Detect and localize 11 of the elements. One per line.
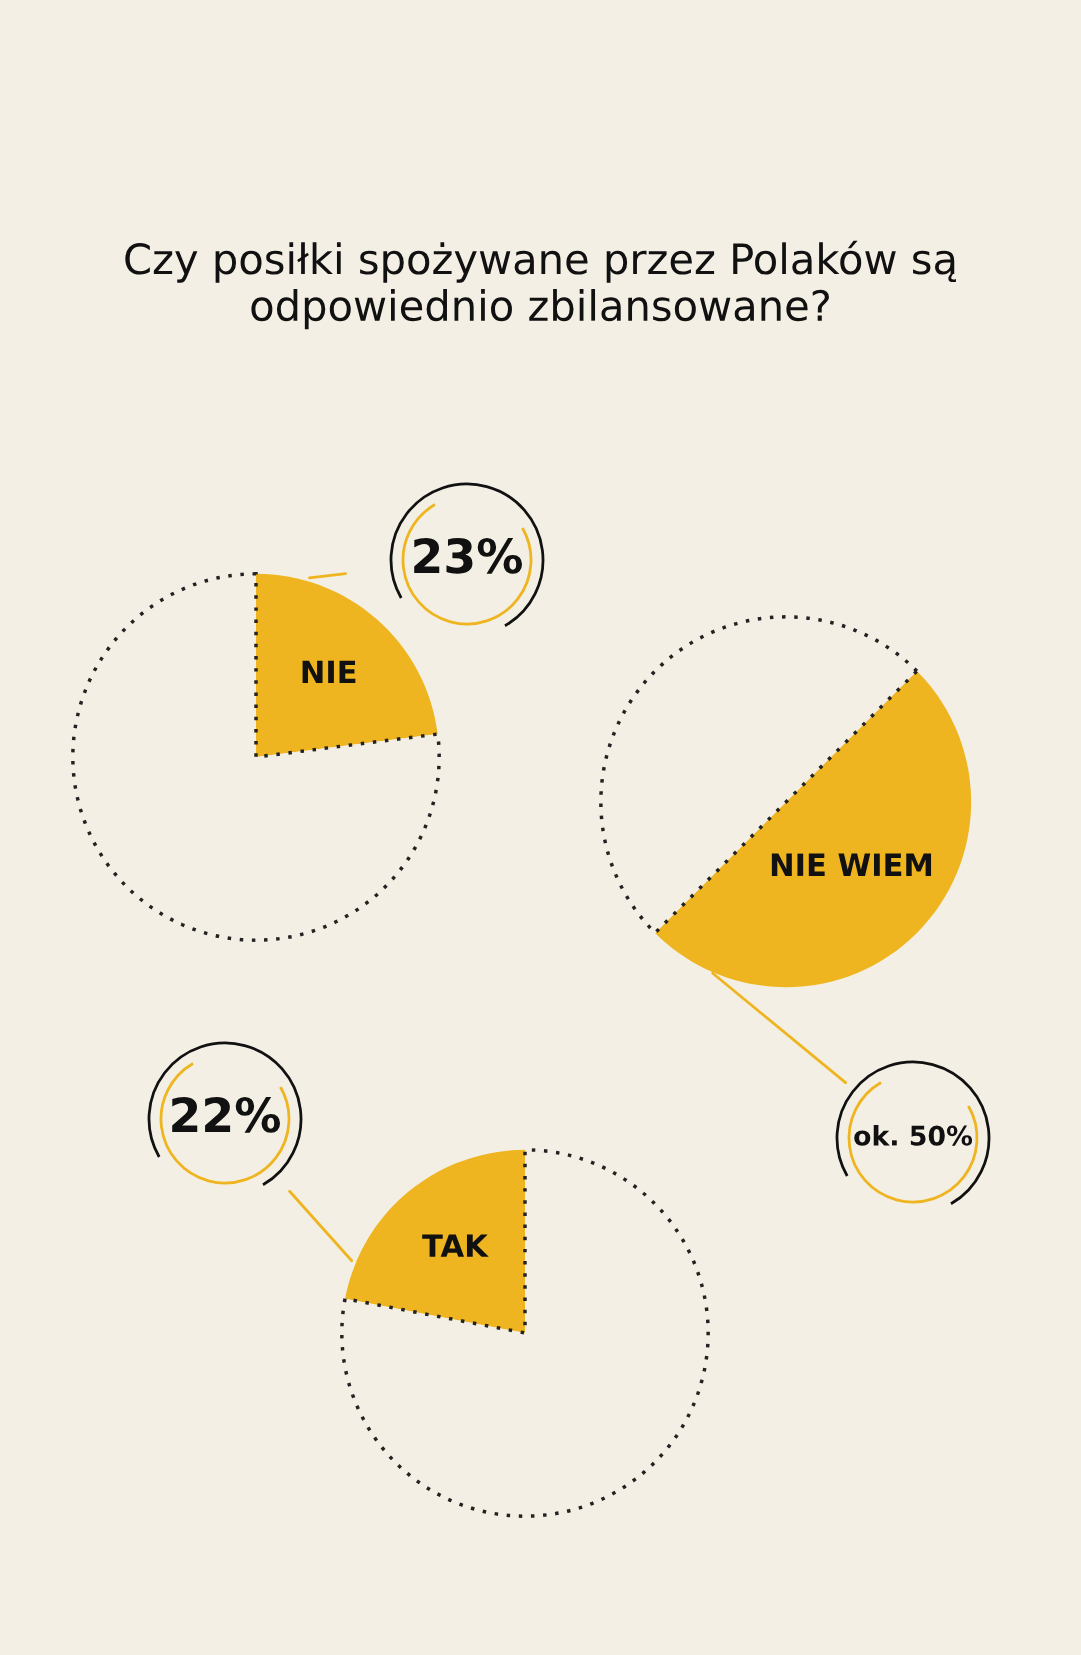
slice-label: NIE — [302, 660, 356, 683]
data-label: ok. 50% — [854, 1125, 973, 1146]
slice-label: NIE WIEM — [771, 853, 932, 876]
legend-label: TAK — [422, 1234, 489, 1257]
pie-slice — [345, 1149, 525, 1333]
pie-slice — [340, 1148, 710, 1518]
data-label: 23% — [414, 537, 523, 574]
pie-slice — [256, 573, 438, 757]
pie-slice — [71, 572, 441, 942]
chart-title: Czy posiłki spożywane przez Polaków są odpowiednio zbilansowane? — [125, 240, 956, 330]
data-label: 22% — [172, 1096, 281, 1133]
